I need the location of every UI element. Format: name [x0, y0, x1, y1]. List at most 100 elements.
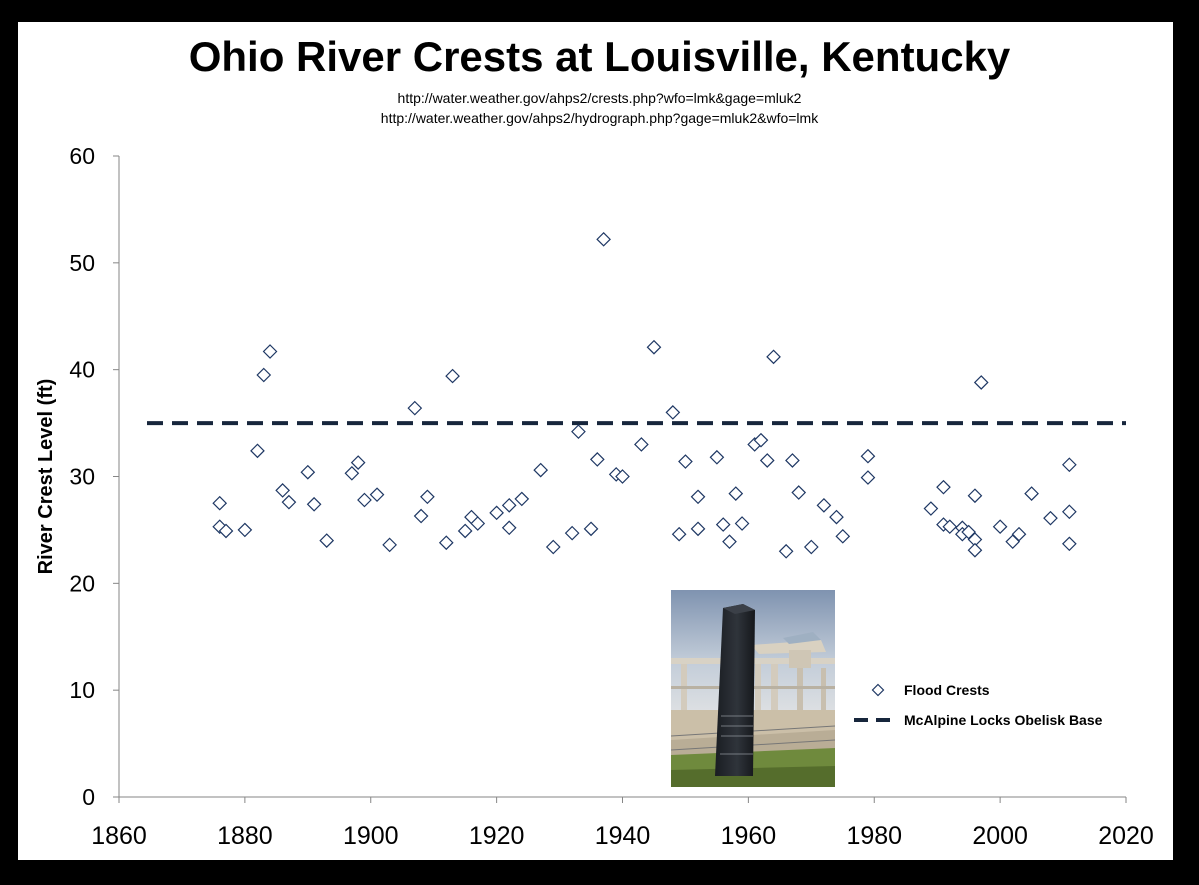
- chart-axes: 0 10 20 30 40 50 60 1860 1880 1900 1920 1940 1960 198…: [35, 143, 1154, 850]
- flood-crest-point: [992, 519, 1008, 535]
- chart-legend: Flood Crests McAlpine Locks Obelisk Base: [854, 682, 1103, 728]
- legend-label-obelisk-base: McAlpine Locks Obelisk Base: [904, 712, 1103, 728]
- flood-crest-point: [438, 535, 454, 551]
- flood-crest-point: [300, 464, 316, 480]
- flood-crest-point: [829, 509, 844, 525]
- flood-crest-point: [753, 432, 769, 448]
- flood-crest-point: [791, 485, 807, 500]
- flood-crest-point: [646, 339, 662, 355]
- flood-crest-point: [860, 470, 876, 485]
- x-tick-label: 1900: [343, 822, 399, 850]
- flood-crest-point: [583, 521, 599, 537]
- flood-crest-point: [778, 543, 794, 559]
- x-tick-label: 1860: [91, 822, 147, 850]
- flood-crest-point: [1024, 486, 1039, 501]
- flood-crest-point: [445, 368, 460, 384]
- flood-crest-point: [728, 486, 744, 501]
- flood-crest-point: [545, 539, 561, 555]
- flood-crest-point: [470, 516, 486, 531]
- flood-crest-point: [690, 489, 706, 505]
- flood-crest-point: [457, 523, 473, 539]
- flood-crest-point: [369, 487, 385, 503]
- flood-crest-point: [489, 505, 504, 521]
- flood-crest-point: [709, 449, 725, 465]
- y-tick-label: 40: [69, 357, 95, 383]
- y-tick-label: 10: [69, 677, 95, 703]
- y-axis-label: River Crest Level (ft): [35, 379, 57, 575]
- flood-crest-point: [722, 534, 737, 550]
- flood-crest-point: [759, 453, 775, 468]
- x-tick-label: 1880: [217, 822, 273, 850]
- x-tick-label: 1940: [595, 822, 651, 850]
- flood-crest-point: [785, 453, 800, 468]
- flood-crest-point: [571, 424, 586, 439]
- flood-crest-point: [936, 479, 951, 495]
- flood-crest-point: [860, 448, 876, 464]
- flood-crest-point: [344, 465, 360, 481]
- x-tick-label: 2020: [1098, 822, 1154, 850]
- flood-crest-point: [923, 501, 939, 516]
- y-tick-label: 30: [69, 464, 95, 490]
- flood-crest-point: [1043, 510, 1058, 526]
- chart-frame: [18, 22, 1173, 860]
- flood-crest-point: [589, 452, 605, 467]
- flood-crest-point: [665, 405, 681, 420]
- legend-marker-flood-crests: [871, 683, 885, 697]
- flood-crest-point: [1062, 457, 1077, 473]
- flood-crest-point: [1062, 504, 1077, 520]
- flood-crest-point: [942, 519, 958, 535]
- flood-crest-point: [501, 497, 517, 513]
- flood-crest-point: [501, 520, 517, 536]
- flood-crest-point: [564, 525, 580, 541]
- flood-crest-point: [350, 455, 366, 470]
- obelisk-photo: [671, 590, 835, 787]
- flood-crest-point: [212, 495, 228, 511]
- flood-crest-point: [281, 494, 297, 510]
- flood-crest-point: [734, 516, 750, 531]
- flood-crest-point: [816, 497, 832, 513]
- flood-crest-point: [306, 496, 322, 512]
- flood-crest-point: [514, 491, 530, 507]
- chart-subtitle-crests-url: http://water.weather.gov/ahps2/crests.ph…: [397, 90, 802, 106]
- chart-subtitle-hydrograph-url: http://water.weather.gov/ahps2/hydrograp…: [380, 110, 819, 126]
- flood-crest-point: [250, 443, 265, 459]
- flood-crest-point: [1011, 526, 1027, 542]
- flood-crest-point: [766, 349, 781, 365]
- flood-crest-point: [262, 344, 278, 359]
- y-tick-label: 50: [69, 250, 95, 276]
- flood-crest-point: [835, 528, 851, 544]
- flood-crest-point: [715, 517, 731, 532]
- y-tick-label: 60: [69, 143, 95, 169]
- flood-crest-point: [218, 523, 234, 539]
- y-tick-label: 20: [69, 570, 95, 596]
- chart-marks: [147, 231, 1126, 559]
- flood-crest-point: [596, 231, 611, 247]
- legend-label-flood-crests: Flood Crests: [904, 682, 990, 698]
- flood-crest-point: [615, 469, 630, 484]
- flood-crest-point: [319, 533, 335, 548]
- chart-title: Ohio River Crests at Louisville, Kentuck…: [188, 33, 1011, 80]
- flood-crest-point: [803, 539, 819, 555]
- y-tick-label: 0: [82, 784, 95, 810]
- flood-crest-point: [357, 492, 372, 508]
- x-tick-label: 1980: [846, 822, 902, 850]
- flood-crest-point: [413, 508, 429, 524]
- flood-crest-point: [678, 454, 693, 469]
- flood-crest-point: [407, 400, 423, 416]
- flood-crest-point: [256, 367, 272, 383]
- flood-crest-point: [382, 537, 397, 553]
- flood-crest-point: [275, 483, 290, 498]
- x-tick-label: 2000: [972, 822, 1028, 850]
- flood-crest-point: [237, 522, 253, 538]
- flood-crest-point: [967, 488, 983, 504]
- flood-crest-point: [420, 489, 435, 505]
- flood-crest-point: [671, 526, 687, 542]
- x-tick-label: 1920: [469, 822, 525, 850]
- flood-crest-point: [533, 462, 549, 478]
- flood-crest-point: [690, 521, 706, 537]
- x-tick-label: 1960: [721, 822, 777, 850]
- flood-crest-point: [973, 375, 989, 390]
- flood-crest-point: [967, 542, 983, 558]
- flood-crest-point: [1062, 536, 1077, 552]
